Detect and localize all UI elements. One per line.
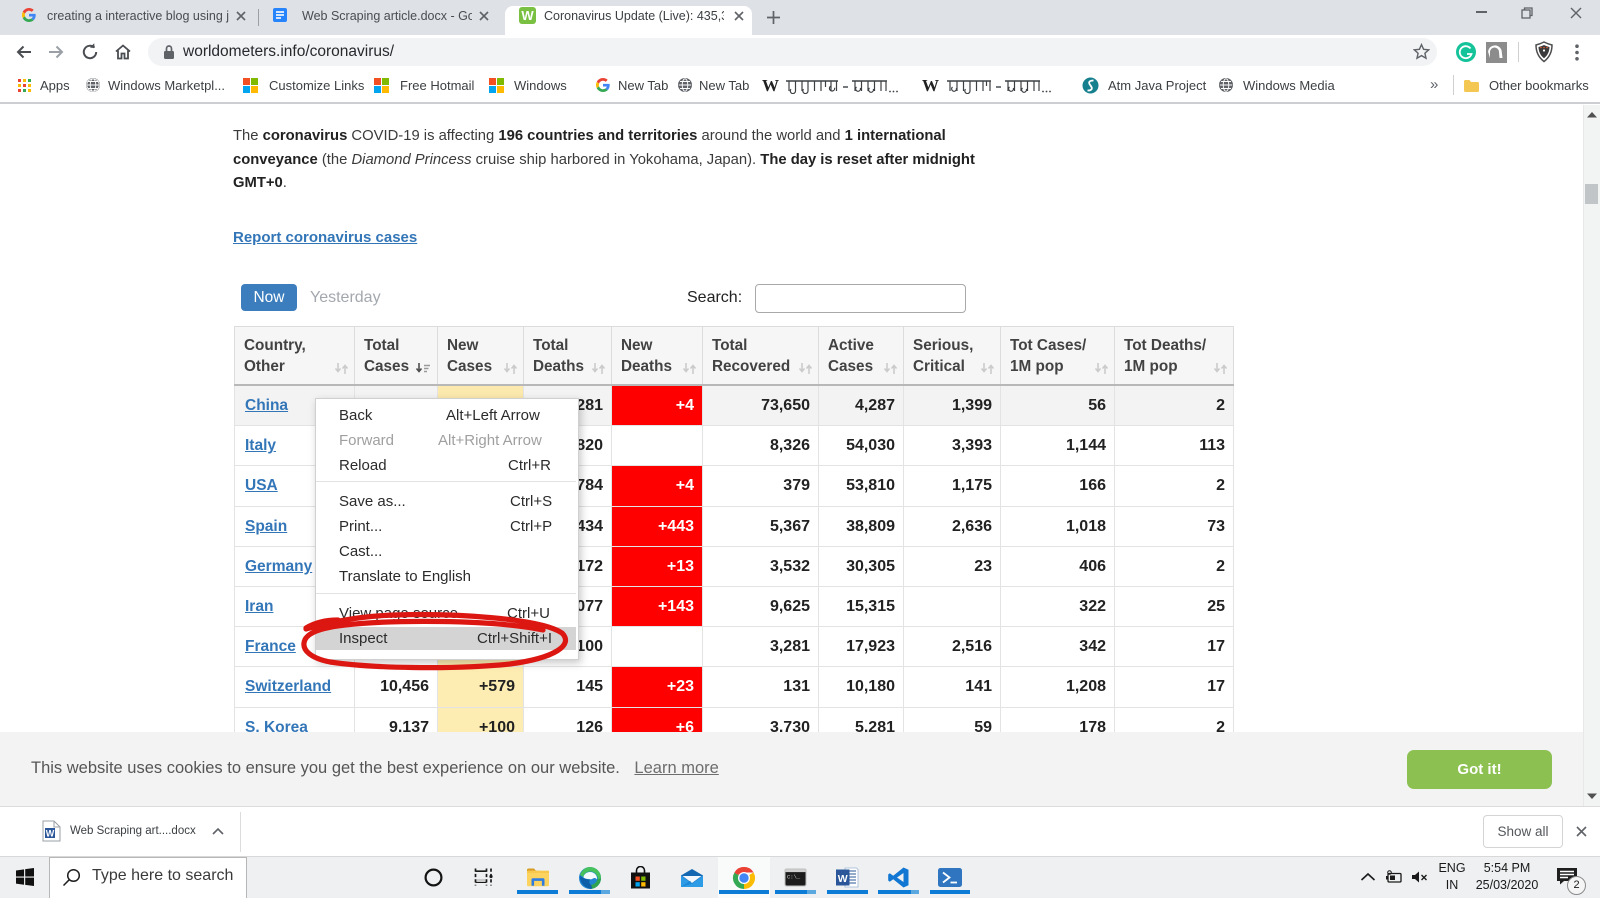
svg-text:C:\_: C:\_ <box>787 874 801 881</box>
svg-text:W: W <box>521 8 534 23</box>
svg-text:W: W <box>838 873 848 885</box>
svg-text:W: W <box>46 829 55 839</box>
